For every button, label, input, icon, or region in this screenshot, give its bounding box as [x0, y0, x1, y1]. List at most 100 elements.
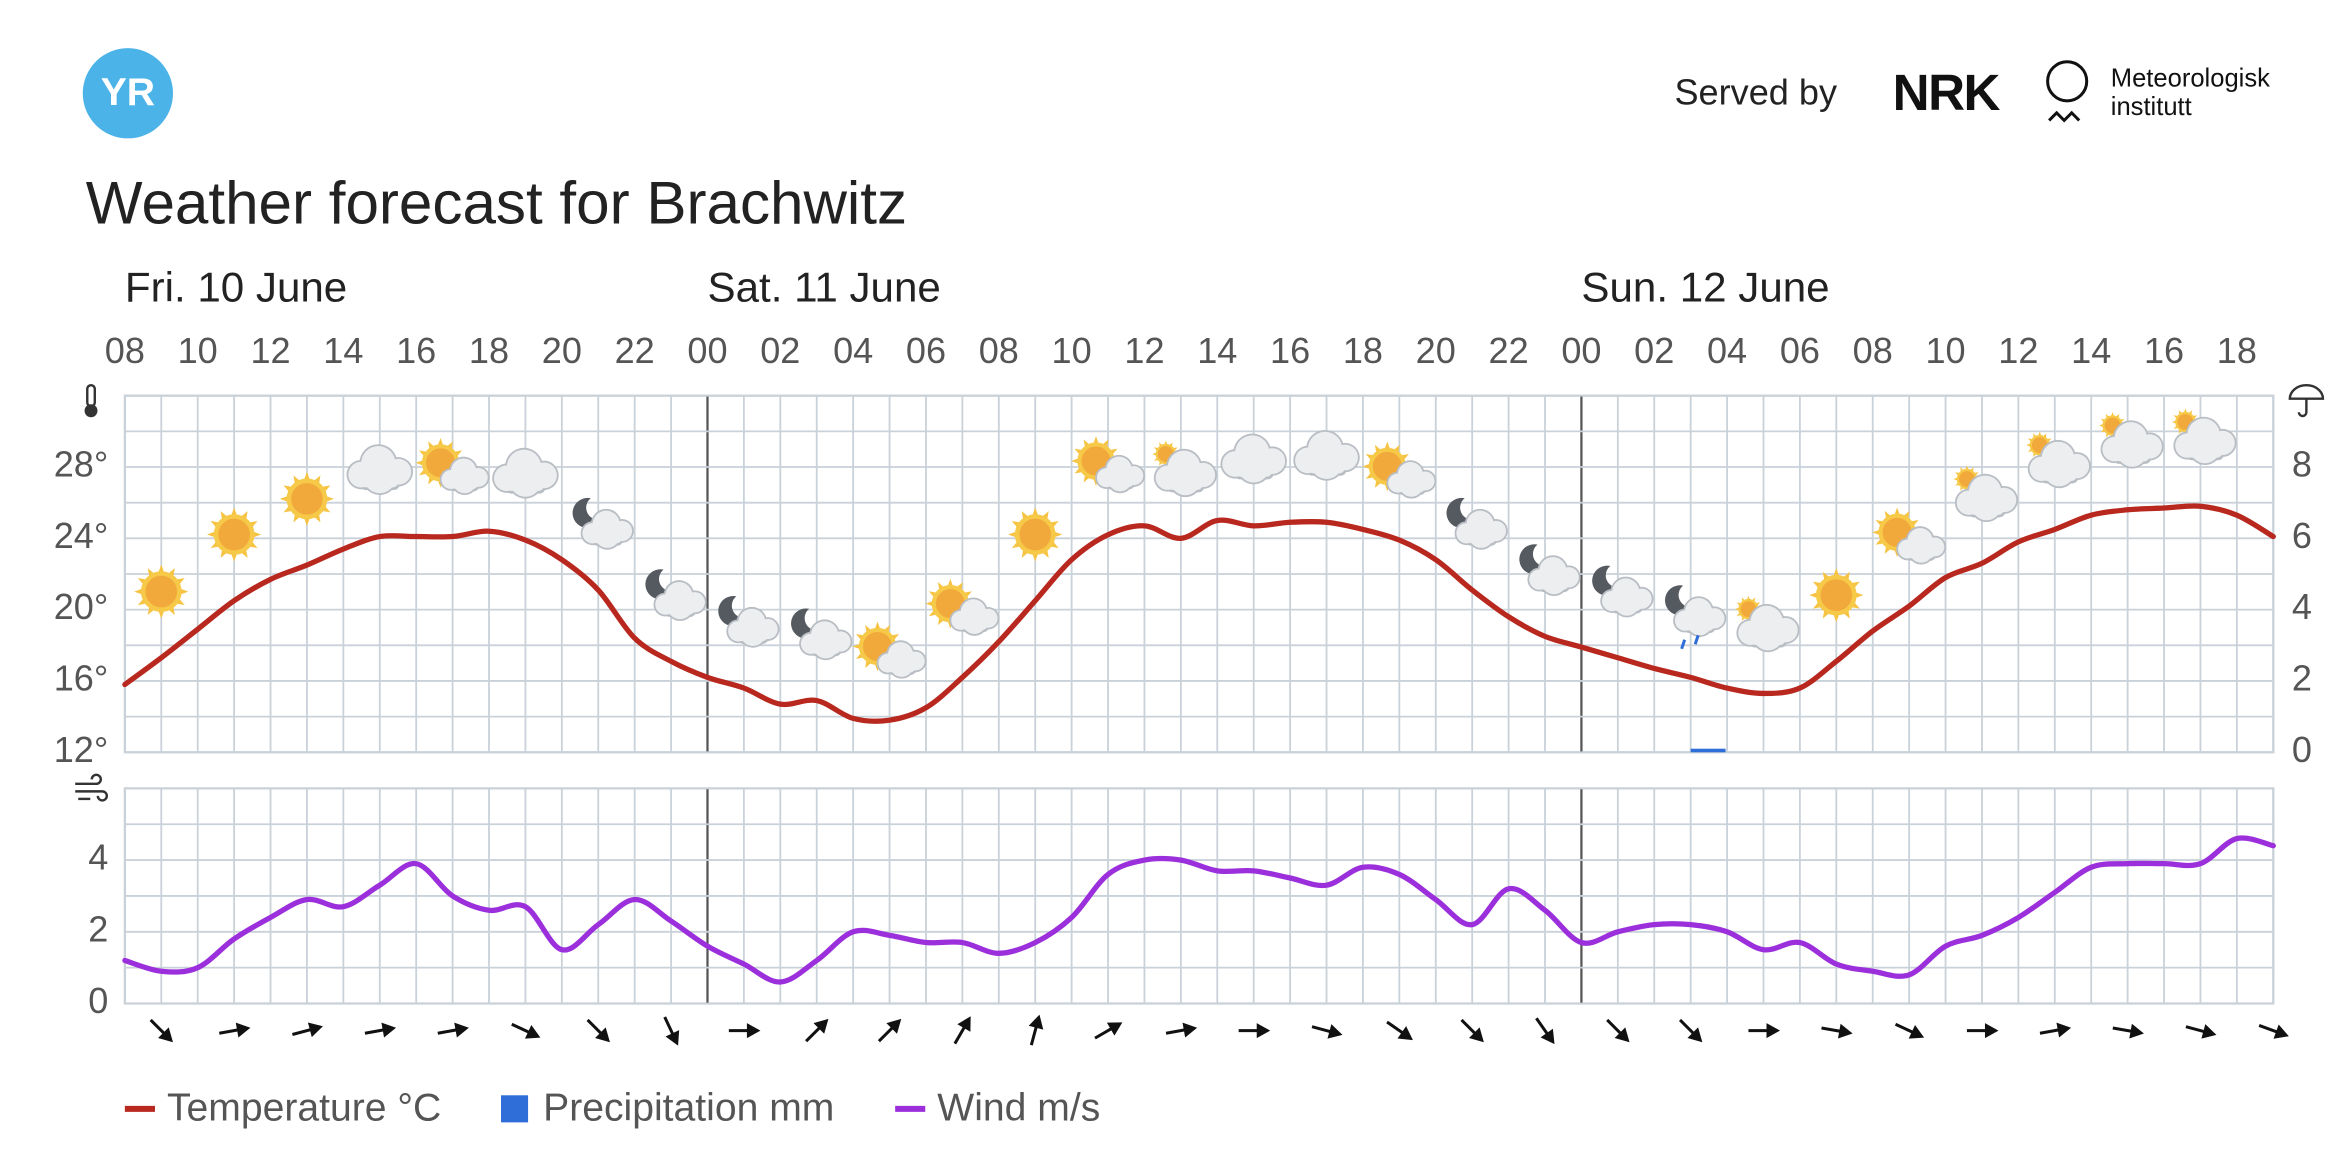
sun-ray	[1093, 436, 1099, 444]
weather-icon	[134, 564, 189, 619]
wind-arrow-head	[1984, 1023, 1999, 1039]
wind-arrow-head	[1837, 1023, 1853, 1039]
weather-icon	[2026, 431, 2091, 489]
cloud-body	[1907, 547, 1935, 559]
wind-arrow	[364, 1022, 397, 1038]
line-series	[122, 835, 2276, 985]
sun-ray	[1953, 477, 1958, 481]
weather-icon	[1362, 441, 1437, 499]
wind-arrow	[292, 1022, 323, 1038]
cloud-body	[592, 532, 622, 544]
weather-icon	[572, 497, 634, 550]
cloud-body	[1539, 578, 1569, 590]
wind-arrow	[1094, 1022, 1123, 1040]
sun-ray	[1872, 529, 1880, 536]
weather-icon	[925, 578, 1000, 636]
wind-arrow	[2185, 1024, 2217, 1039]
sun-ray	[1032, 507, 1039, 516]
weather-icon	[2099, 412, 2164, 469]
met-name: institutt	[2111, 93, 2192, 121]
wind-arrow	[1606, 1018, 1630, 1043]
wind-arrow	[1894, 1022, 1925, 1039]
cloud-body	[2114, 447, 2150, 462]
weather-icon	[1152, 440, 1217, 498]
weather-icon	[2171, 408, 2237, 466]
wind-arrow-head	[2201, 1024, 2217, 1039]
met-name: Meteorologisk	[2111, 65, 2270, 93]
wind-arrow	[1535, 1017, 1555, 1045]
y-tick-label: 20°	[54, 586, 109, 627]
sun-ray	[1053, 531, 1063, 538]
sun-ray	[874, 621, 881, 630]
yr-logo	[82, 48, 174, 139]
weather-icon	[1953, 465, 2019, 523]
wind-arrow-head	[1256, 1023, 1271, 1039]
weather-icon	[1293, 429, 1360, 481]
day-label: Sat. 11 June	[707, 264, 940, 311]
y-tick-label: 28°	[54, 444, 109, 485]
sun-ray	[437, 437, 444, 446]
x-tick-label: 00	[1561, 330, 1601, 371]
y2-tick-label: 0	[2292, 729, 2312, 770]
y2-tick-label: 4	[2292, 586, 2312, 627]
x-tick-label: 04	[833, 330, 873, 371]
wind-icon	[75, 773, 108, 802]
cloud-body	[1968, 501, 2005, 515]
x-tick-label: 04	[1707, 330, 1747, 371]
wind-arrow-head	[595, 1027, 610, 1043]
sun-disc	[213, 514, 255, 555]
sun-disc	[1014, 514, 1056, 555]
served-by: Served by	[1674, 71, 1837, 112]
weather-icon	[1220, 433, 1287, 485]
weather-icon	[415, 437, 490, 496]
weather-icon	[1446, 497, 1508, 550]
wind-arrow	[586, 1018, 610, 1043]
y-tick-label: 16°	[54, 657, 109, 698]
y-tick-label: 0	[88, 980, 108, 1021]
weather-icon	[492, 447, 559, 499]
wind-arrow	[1165, 1022, 1198, 1038]
sun-ray	[1746, 595, 1750, 600]
sun-ray	[2099, 424, 2104, 428]
sun-ray	[158, 610, 165, 619]
wind-arrow-head	[2273, 1024, 2289, 1039]
sun-ray	[1734, 607, 1740, 611]
sun-ray	[231, 553, 238, 562]
sun-ray	[1894, 507, 1900, 516]
wind-arrow	[1966, 1023, 1999, 1039]
sun-ray	[2111, 412, 2115, 417]
wind-arrow-head	[1397, 1026, 1413, 1041]
sun-disc	[1816, 574, 1857, 616]
wind-arrow	[149, 1018, 173, 1043]
x-tick-label: 12	[1124, 330, 1164, 371]
wind-arrow	[2258, 1024, 2289, 1039]
chart-title: Weather forecast for Brachwitz	[86, 170, 907, 237]
weather-icons	[134, 408, 2237, 679]
sun-ray	[158, 564, 165, 573]
weather-icon	[279, 471, 335, 526]
cloud-body	[361, 473, 399, 488]
umbrella-icon	[2288, 383, 2325, 418]
cloud-body	[665, 603, 695, 615]
weather-icon	[1519, 544, 1581, 597]
cloud-body	[1307, 458, 1346, 474]
wind-arrow-head	[454, 1022, 469, 1038]
weather-icon	[1872, 507, 1947, 565]
wind-arrow-head	[1908, 1025, 1925, 1039]
cloud-body	[1397, 482, 1426, 493]
legend-label: Wind m/s	[937, 1087, 1100, 1130]
sun-ray	[1362, 463, 1371, 470]
wind-arrow	[1386, 1020, 1413, 1041]
wind-arrow-head	[1327, 1024, 1343, 1039]
sun-ray	[1855, 592, 1864, 599]
sun-ray	[1833, 613, 1840, 623]
cloud-body	[506, 476, 545, 492]
wind-arrow	[728, 1023, 761, 1039]
x-tick-label: 20	[1416, 330, 1456, 371]
x-tick-label: 16	[1270, 330, 1310, 371]
sun-ray	[134, 588, 143, 595]
y-tick-label: 24°	[54, 515, 109, 556]
wind-arrow	[2112, 1023, 2144, 1039]
met-logo	[2046, 60, 2089, 103]
